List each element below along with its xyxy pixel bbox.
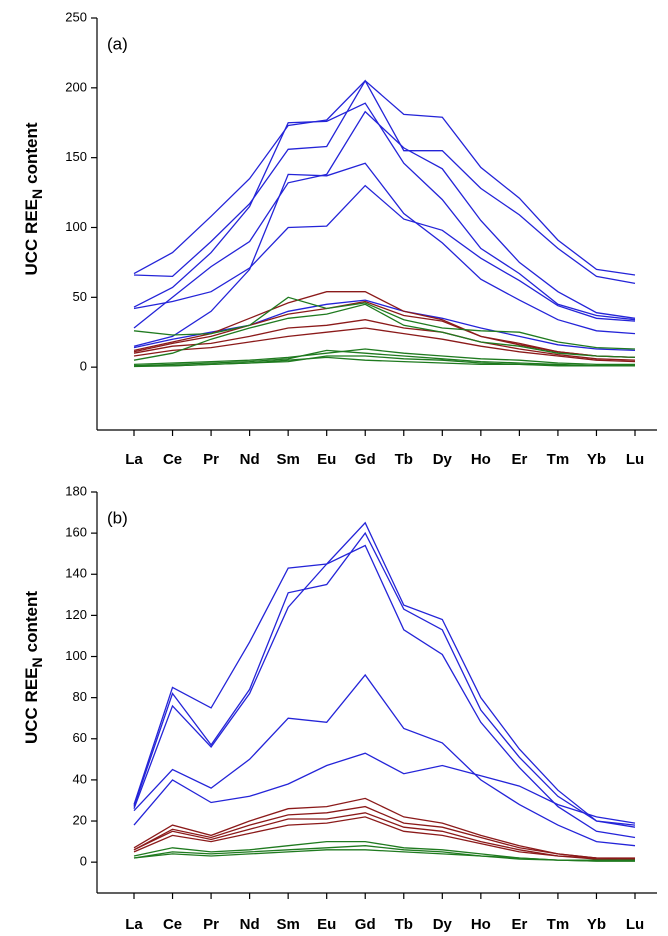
y-tick-label: 180 [65, 483, 87, 498]
series-line [133, 184, 636, 322]
x-tick-label: Pr [203, 916, 219, 933]
y-axis-label-main: UCC REE [22, 668, 41, 745]
series-line [133, 79, 636, 285]
y-tick-label: 50 [73, 289, 87, 304]
x-tick-label: Gd [355, 451, 376, 468]
x-tick-label: Tb [395, 451, 413, 468]
panel-label: (a) [107, 34, 128, 53]
y-axis-label-suffix: content [22, 122, 41, 184]
x-tick-label: La [125, 916, 143, 933]
y-tick-label: 250 [65, 9, 87, 24]
x-tick-label: Eu [317, 916, 336, 933]
series-line [133, 327, 636, 363]
x-tick-label: Yb [587, 451, 606, 468]
y-axis-label-sub: N [29, 657, 45, 667]
x-tick-label: Nd [240, 451, 260, 468]
y-axis-label: UCC REENcontent [22, 591, 44, 744]
x-tick-label: Sm [276, 451, 299, 468]
x-tick-label: Nd [240, 916, 260, 933]
series-line [133, 845, 635, 862]
y-tick-label: 0 [80, 359, 87, 374]
series-line [133, 531, 636, 828]
series-line [133, 521, 636, 826]
y-tick-label: 120 [65, 607, 87, 622]
series-line [133, 162, 636, 347]
series-line [133, 544, 636, 839]
x-tick-label: Eu [317, 451, 336, 468]
x-tick-label: Ho [471, 451, 491, 468]
series-line [133, 348, 635, 366]
x-tick-label: Ce [163, 451, 182, 468]
x-tick-label: Tm [547, 916, 570, 933]
series-line [133, 849, 635, 862]
y-tick-label: 40 [73, 771, 87, 786]
y-tick-label: 100 [65, 648, 87, 663]
series-line [133, 296, 636, 350]
y-tick-label: 0 [80, 854, 87, 869]
x-tick-label: Er [511, 451, 527, 468]
series-line [133, 79, 636, 276]
y-axis-label-main: UCC REE [22, 199, 41, 276]
x-tick-label: Ho [471, 916, 491, 933]
x-tick-label: Er [511, 916, 527, 933]
y-tick-label: 100 [65, 219, 87, 234]
panel-label: (b) [107, 508, 128, 527]
y-axis-label: UCC REENcontent [22, 122, 44, 275]
series-line [133, 303, 636, 361]
x-tick-label: Pr [203, 451, 219, 468]
x-tick-label: Ce [163, 916, 182, 933]
y-tick-label: 60 [73, 730, 87, 745]
series-line [133, 805, 636, 860]
y-axis-label-sub: N [29, 189, 45, 199]
x-tick-label: Tm [547, 451, 570, 468]
x-tick-label: Tb [395, 916, 413, 933]
series-line [133, 673, 636, 847]
series-line [133, 300, 636, 359]
x-tick-label: Lu [626, 451, 644, 468]
series-line [133, 816, 636, 861]
x-tick-label: Dy [433, 451, 453, 468]
x-tick-label: Sm [276, 916, 299, 933]
x-tick-label: Lu [626, 916, 644, 933]
y-tick-label: 160 [65, 525, 87, 540]
y-tick-label: 80 [73, 689, 87, 704]
x-tick-label: La [125, 451, 143, 468]
x-tick-label: Dy [433, 916, 453, 933]
series-line [133, 110, 636, 329]
y-tick-label: 20 [73, 812, 87, 827]
series-line [133, 752, 636, 826]
series-line [134, 356, 635, 367]
y-tick-label: 140 [65, 566, 87, 581]
x-tick-label: Yb [587, 916, 606, 933]
x-tick-label: Gd [355, 916, 376, 933]
y-axis-label-suffix: content [22, 591, 41, 653]
y-tick-label: 200 [65, 79, 87, 94]
series-line [133, 102, 636, 321]
y-tick-label: 150 [65, 149, 87, 164]
series-line [133, 349, 635, 367]
series-line [133, 319, 636, 361]
